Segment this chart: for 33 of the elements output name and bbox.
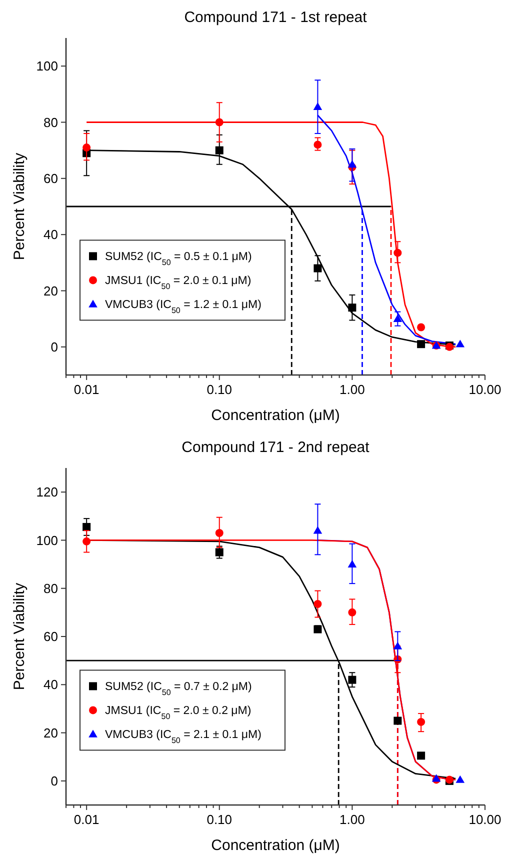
y-tick-label: 80: [44, 114, 58, 130]
x-tick-label: 1.00: [340, 382, 365, 397]
x-tick-label: 0.01: [74, 382, 100, 397]
legend-label: VMCUB3 (IC$_{50}$ = 1.2 ± 0.1 μM): [105, 299, 262, 315]
y-tick-label: 20: [44, 725, 58, 740]
y-tick-label: 100: [36, 58, 58, 74]
legend-label: SUM52 (IC$_{50}$ = 0.5 ± 0.1 μM): [105, 251, 252, 267]
y-tick-label: 40: [44, 677, 58, 692]
chart-title: Compound 171 - 2nd repeat: [182, 439, 370, 456]
x-tick-label: 10.00: [468, 382, 502, 397]
x-axis-title: Concentration (μM): [211, 837, 340, 854]
y-axis-title: Percent Viability: [11, 582, 28, 690]
legend-label: JMSU1 (IC$_{50}$ = 2.0 ± 0.1 μM): [105, 275, 252, 291]
y-tick-label: 100: [36, 532, 58, 548]
y-tick-label: 120: [36, 484, 58, 500]
y-tick-label: 40: [44, 227, 58, 242]
chart-title: Compound 171 - 1st repeat: [184, 9, 368, 26]
x-tick-label: 0.01: [74, 812, 100, 827]
y-tick-label: 60: [44, 629, 58, 644]
y-axis-title: Percent Viability: [11, 152, 28, 260]
x-tick-label: 0.10: [206, 382, 232, 397]
y-tick-label: 80: [44, 580, 58, 596]
x-axis-title: Concentration (μM): [211, 407, 340, 424]
legend-label: SUM52 (IC$_{50}$ = 0.7 ± 0.2 μM): [105, 681, 252, 697]
x-tick-label: 10.00: [468, 812, 502, 827]
y-tick-label: 60: [44, 170, 58, 186]
legend-label: VMCUB3 (IC$_{50}$ = 2.1 ± 0.1 μM): [105, 729, 262, 745]
y-tick-label: 0: [50, 773, 58, 788]
y-tick-label: 0: [50, 339, 58, 354]
legend-label: JMSU1 (IC$_{50}$ = 2.0 ± 0.2 μM): [105, 705, 252, 721]
x-tick-label: 0.10: [206, 812, 232, 827]
y-tick-label: 20: [44, 283, 58, 298]
x-tick-label: 1.00: [340, 812, 365, 827]
